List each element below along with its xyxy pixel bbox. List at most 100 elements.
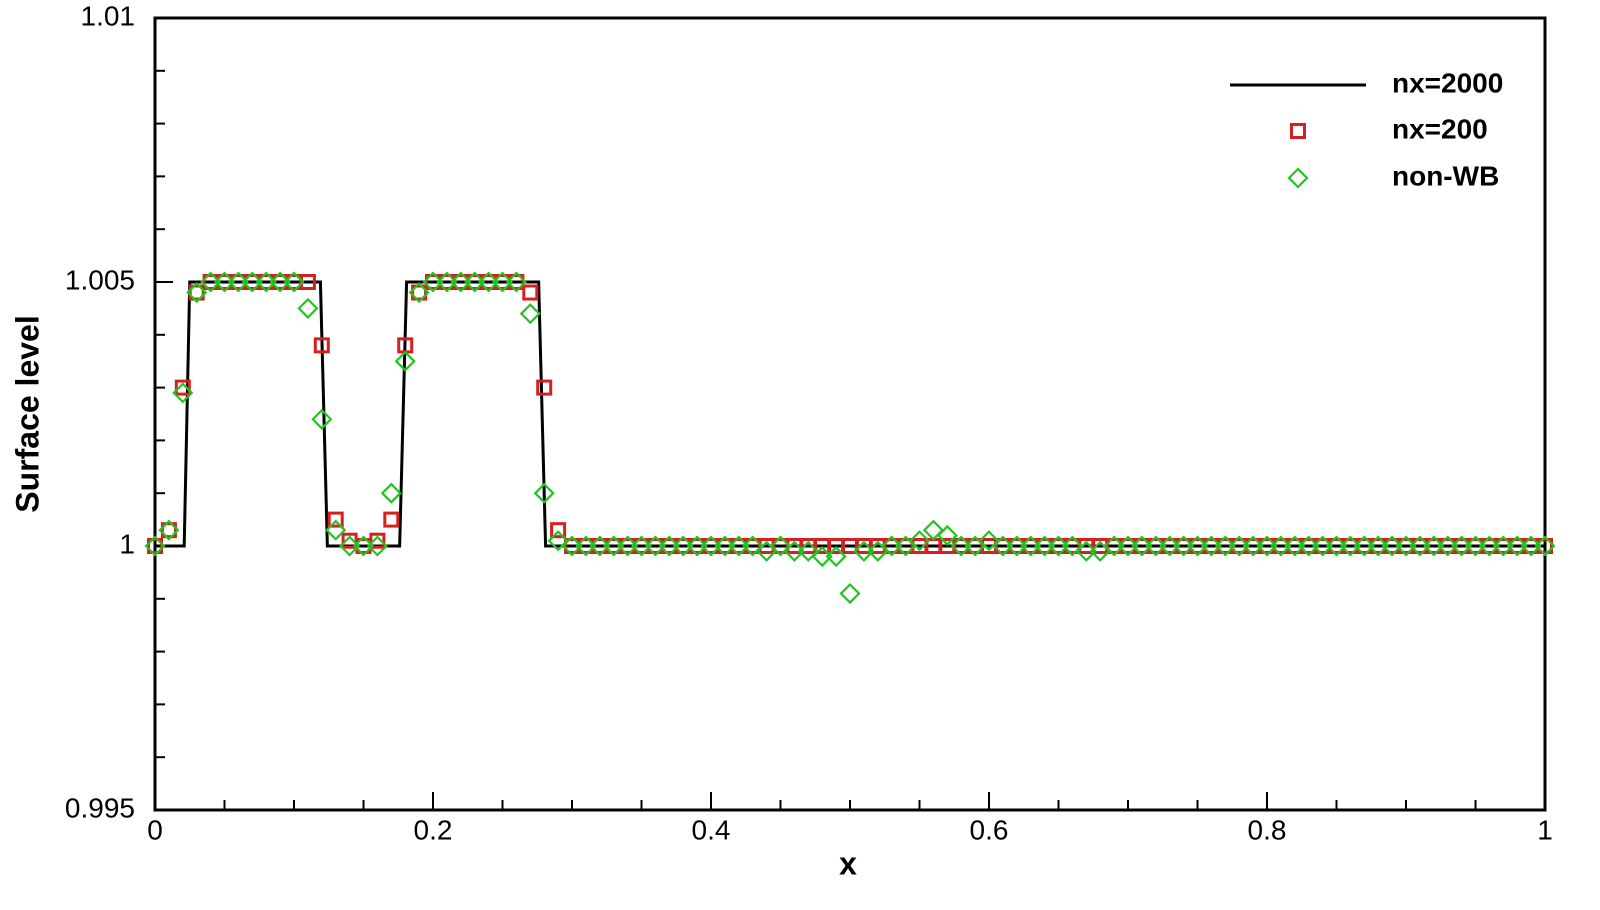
square-marker (299, 274, 316, 290)
diamond-marker (227, 271, 249, 293)
diamond-marker (1478, 535, 1500, 557)
square-marker (174, 379, 191, 396)
diamond-marker (686, 535, 708, 557)
diamond-marker (297, 297, 319, 319)
diamond-marker (742, 535, 764, 557)
diamond-marker (630, 535, 653, 557)
square-marker (147, 538, 163, 554)
line-series (155, 280, 1545, 548)
diamond-marker (1214, 535, 1236, 557)
diamond-marker (1298, 535, 1320, 557)
diamond-marker (589, 535, 611, 557)
diamond-marker (325, 519, 347, 541)
square-marker (369, 532, 386, 549)
square-marker (550, 522, 567, 539)
diamond-marker (825, 546, 847, 568)
plot-frame (153, 16, 1547, 812)
square-marker (411, 284, 428, 301)
diamond-marker (1047, 535, 1070, 557)
diamond-marker (1451, 535, 1473, 557)
diamond-marker (811, 546, 833, 568)
diamond-marker (158, 519, 180, 541)
diamond-marker (186, 282, 208, 304)
diamond-marker (936, 524, 958, 546)
diamond-marker (1325, 535, 1348, 557)
diamond-marker (728, 535, 750, 557)
diamond-marker (992, 535, 1014, 557)
diamond-marker (269, 271, 291, 293)
diamond-marker (1339, 535, 1361, 557)
diamond-marker (617, 535, 639, 557)
diamond-marker (1228, 535, 1250, 557)
diamond-marker (1381, 535, 1403, 557)
diamond-marker (464, 271, 486, 293)
diamond-marker (519, 303, 541, 325)
diamond-marker (478, 271, 500, 293)
diamond-marker (922, 519, 944, 541)
x-tick-label: 0.6 (970, 814, 1009, 845)
diamond-marker (1367, 535, 1389, 557)
diamond-marker (1145, 535, 1167, 557)
diamond-marker (714, 535, 736, 557)
legend-marker (1287, 167, 1309, 189)
square-marker (313, 337, 330, 354)
diamond-marker (658, 535, 680, 557)
diamond-marker (408, 282, 430, 304)
x-axis-label: x (839, 845, 857, 881)
diamond-marker (561, 535, 583, 557)
diamond-marker (1312, 535, 1334, 557)
diamond-marker (1492, 535, 1514, 557)
diamond-marker (1173, 535, 1195, 557)
square-marker (536, 379, 553, 396)
diamond-marker (339, 535, 361, 557)
diamond-marker (769, 535, 792, 557)
diamond-marker (839, 582, 861, 605)
diamond-marker (491, 271, 514, 293)
y-tick-label: 0.995 (65, 792, 135, 823)
diamond-marker (144, 535, 166, 557)
square-marker (327, 511, 344, 528)
diamond-marker (352, 535, 375, 557)
diamond-marker (1075, 540, 1097, 562)
diamond-marker (450, 271, 472, 293)
diamond-marker (533, 482, 555, 504)
x-tick-label: 0 (147, 814, 163, 845)
diamond-marker (547, 530, 569, 552)
diamond-marker (700, 535, 722, 557)
legend-label: non-WB (1392, 160, 1499, 191)
diamond-marker (422, 271, 444, 293)
diamond-marker (672, 535, 694, 557)
diamond-marker (1395, 535, 1417, 557)
diamond-marker (1159, 535, 1181, 557)
diamond-marker (1437, 535, 1459, 557)
legend-label: nx=200 (1392, 113, 1488, 144)
diamond-marker (797, 540, 819, 562)
diamond-marker (1020, 535, 1042, 557)
diamond-marker (1423, 535, 1445, 557)
diamond-marker (1520, 535, 1542, 557)
diamond-marker (881, 535, 903, 557)
diamond-marker (213, 271, 236, 293)
diamond-marker (1242, 535, 1264, 557)
diamond-marker (1103, 535, 1125, 557)
diamond-marker (311, 408, 333, 430)
diamond-marker (436, 271, 458, 293)
legend-label: nx=2000 (1392, 67, 1503, 98)
y-tick-label: 1.005 (65, 264, 135, 295)
diamond-marker (394, 350, 416, 372)
square-marker (522, 284, 539, 301)
diamond-marker (853, 540, 875, 562)
square-marker (508, 274, 525, 290)
diamond-marker (908, 530, 931, 552)
diamond-marker (1006, 535, 1028, 557)
diamond-marker (978, 530, 1000, 552)
diamond-marker (172, 382, 194, 404)
diamond-marker (575, 535, 597, 557)
diamond-marker (603, 535, 625, 557)
x-tick-label: 0.2 (414, 814, 453, 845)
diamond-marker (1131, 535, 1153, 557)
x-tick-label: 0.4 (692, 814, 731, 845)
y-tick-label: 1 (119, 528, 135, 559)
diamond-marker (1256, 535, 1278, 557)
diamond-marker (783, 540, 805, 562)
